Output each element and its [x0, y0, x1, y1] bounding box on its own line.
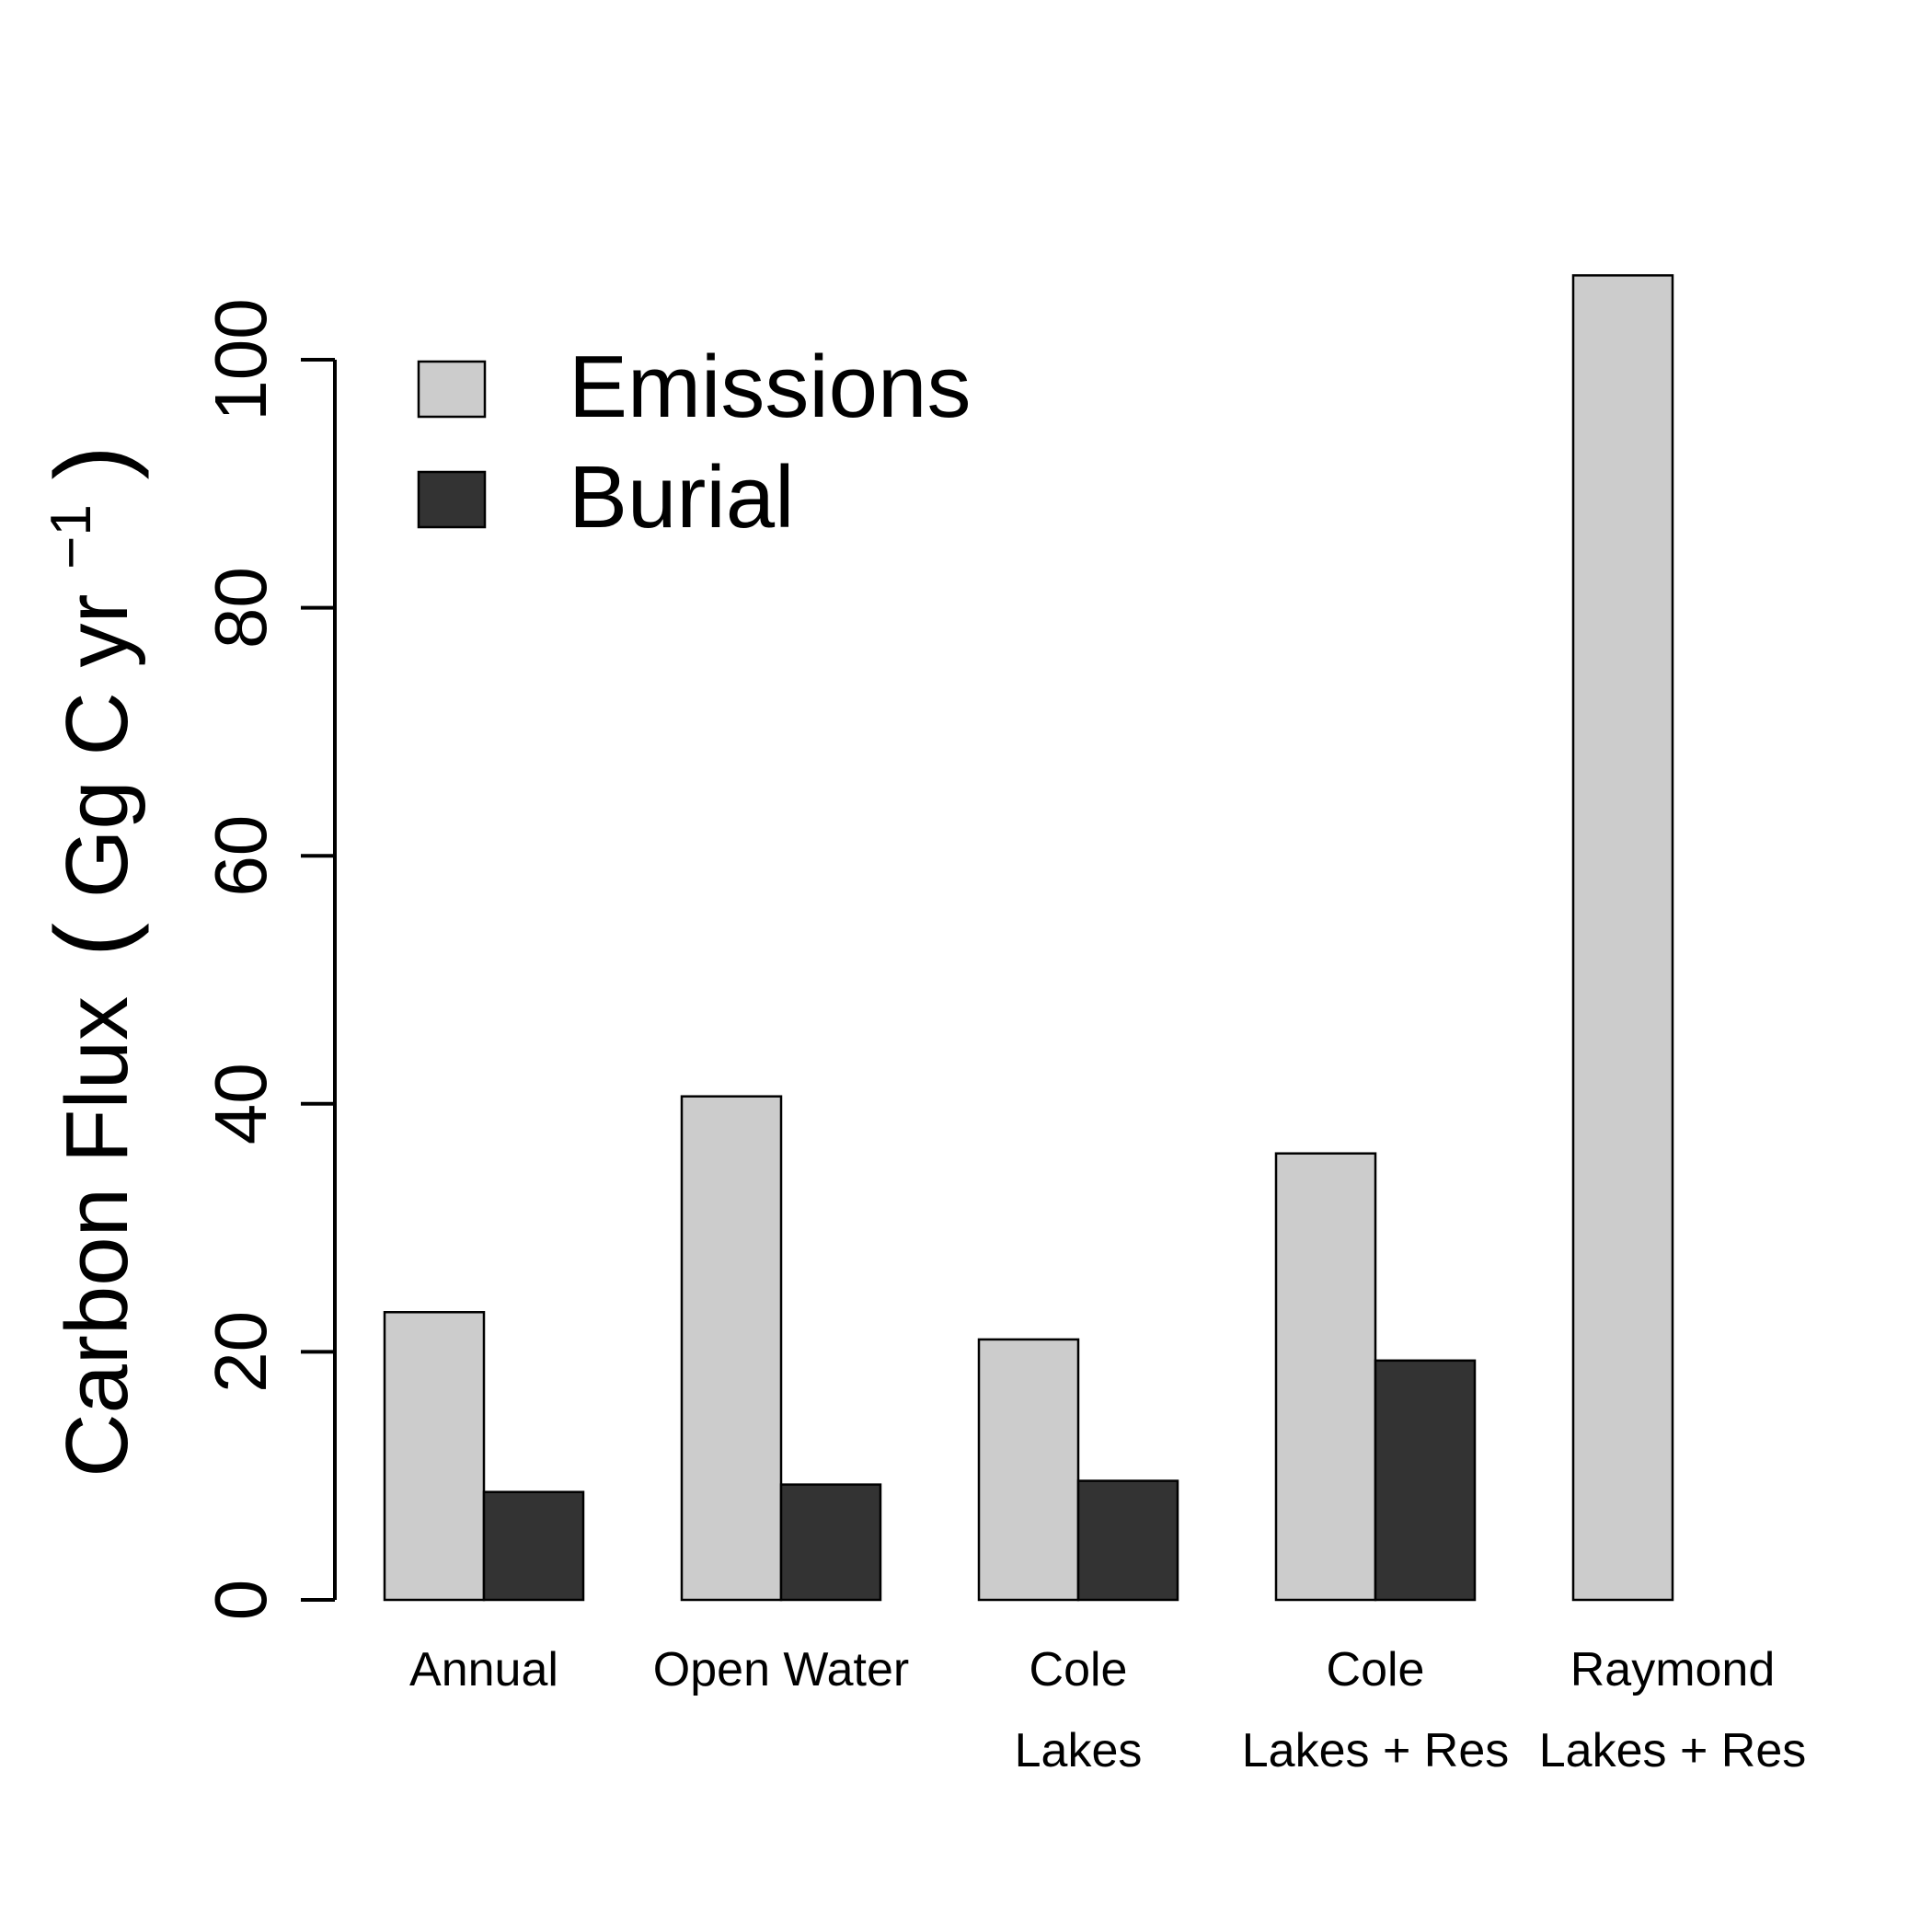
category-label: Lakes + Res — [1242, 1724, 1510, 1777]
legend-label-burial: Burial — [569, 448, 794, 546]
category-label: Cole — [1029, 1643, 1128, 1696]
y-axis-title-units-close: ) — [34, 445, 149, 479]
bar-burial — [1076, 1479, 1179, 1602]
y-tick-label: 20 — [200, 1311, 282, 1393]
category-label: Cole — [1327, 1643, 1425, 1696]
y-tick-label: 40 — [200, 1063, 282, 1144]
bar-emissions — [977, 1338, 1080, 1602]
category-label: Raymond — [1570, 1643, 1776, 1696]
y-axis-title-units-open: ( — [34, 923, 149, 957]
category-label: Open Water — [653, 1643, 909, 1696]
bar-emissions — [680, 1095, 783, 1602]
bar-burial — [1374, 1359, 1477, 1602]
bars — [383, 274, 1674, 1602]
legend: Emissions Burial — [417, 338, 971, 546]
y-axis-title-units-body: Gg C yr — [48, 594, 146, 899]
legend-swatch-burial — [417, 470, 487, 529]
legend-swatch-emissions — [417, 360, 487, 419]
y-tick-label: 100 — [200, 298, 282, 420]
y-axis-title-units-exp: −1 — [40, 504, 103, 569]
y-axis: 0 20 40 60 80 100 — [200, 298, 337, 1621]
bar-burial — [482, 1490, 585, 1602]
y-tick-label: 80 — [200, 567, 282, 649]
y-axis-title-main: Carbon Flux — [48, 996, 146, 1478]
bar-emissions — [1571, 274, 1674, 1602]
y-tick-label: 0 — [200, 1580, 282, 1621]
bar-emissions — [383, 1311, 486, 1602]
y-tick-label: 60 — [200, 815, 282, 897]
category-label: Lakes — [1015, 1724, 1143, 1777]
bar-burial — [779, 1483, 882, 1602]
category-labels: Annual Open Water Cole Lakes Cole Lakes + Res… — [409, 1643, 1806, 1777]
bar-emissions — [1274, 1152, 1377, 1602]
legend-label-emissions: Emissions — [569, 338, 971, 436]
category-label: Lakes + Res — [1539, 1724, 1807, 1777]
y-axis-title: Carbon Flux ( Gg C yr −1 ) — [11, 445, 149, 1478]
category-label: Annual — [409, 1643, 558, 1696]
